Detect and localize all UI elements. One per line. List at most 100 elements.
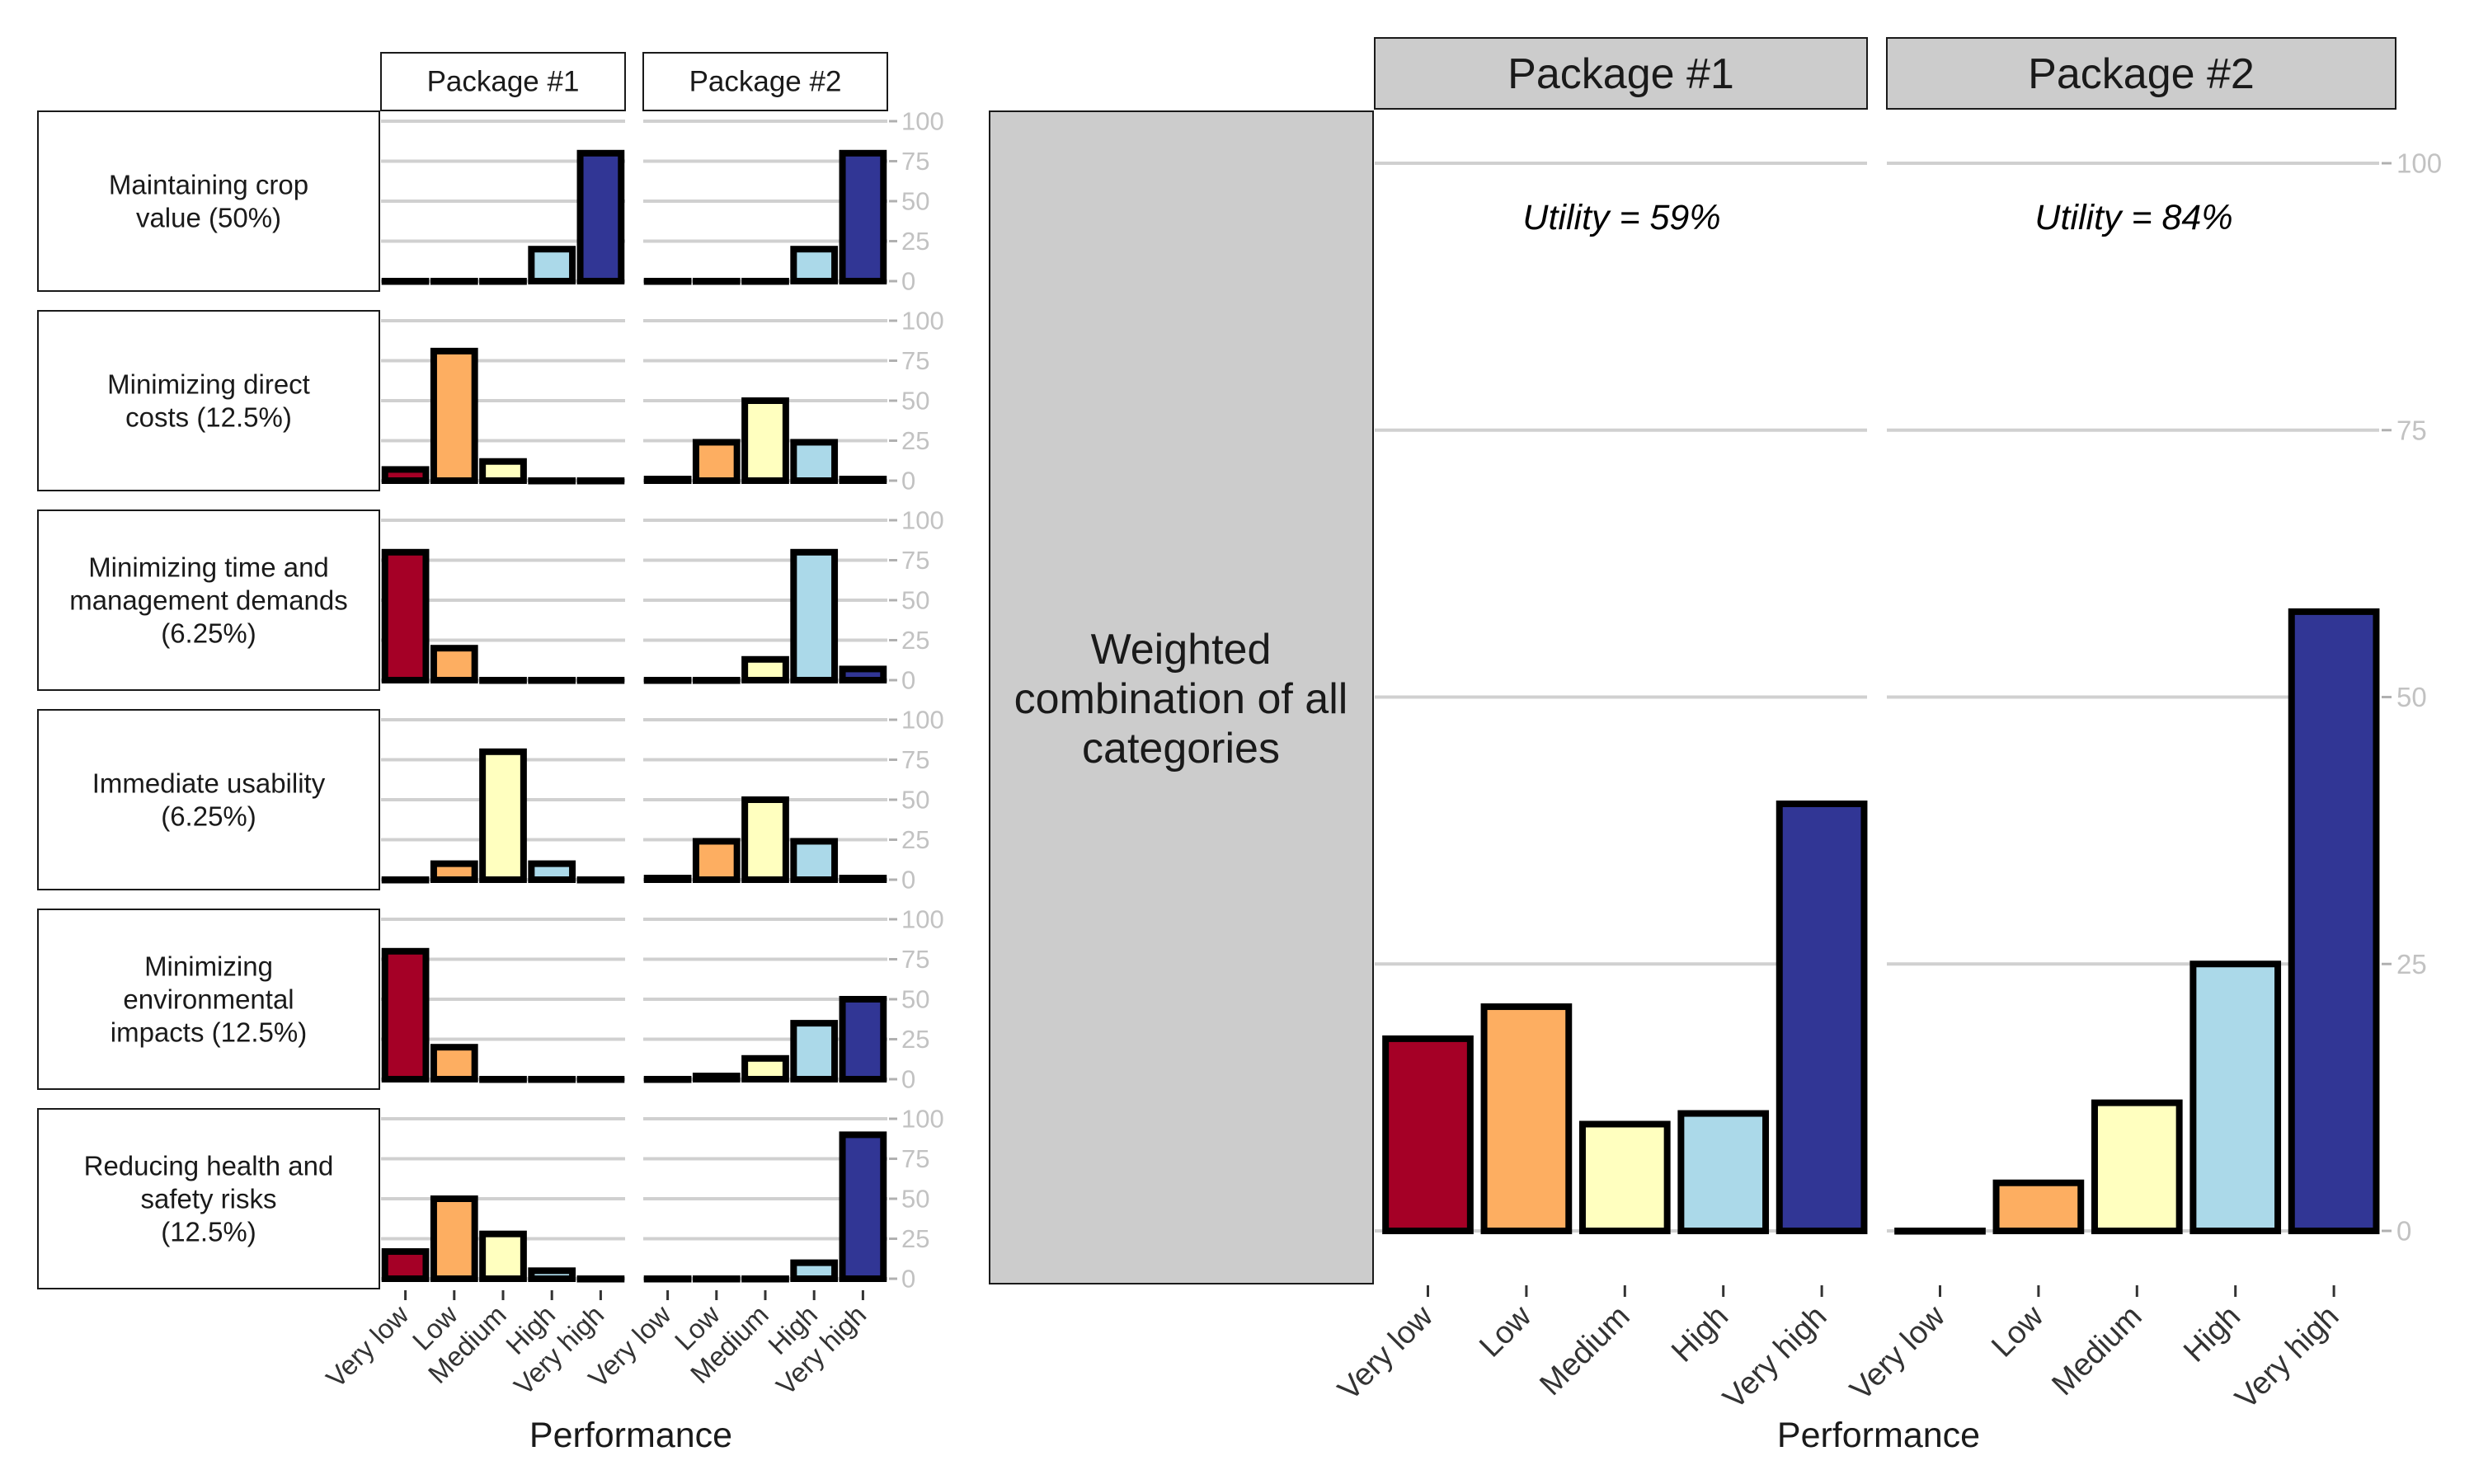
bar-medium	[741, 1275, 789, 1283]
bar-medium	[479, 278, 527, 285]
column-strip-label: Package #1	[427, 66, 580, 98]
big-x-tick-label-low: Low	[1473, 1298, 1538, 1364]
bar-high	[790, 1020, 839, 1082]
y-tick-label: 75	[901, 546, 929, 575]
y-tick-label: 50	[901, 985, 929, 1014]
big-y-tick-label: 25	[2396, 949, 2427, 979]
panel-r2-package1	[381, 319, 625, 485]
y-tick-label: 25	[901, 1025, 929, 1054]
weighted-label-line: Weighted	[1091, 626, 1272, 674]
big-x-tick-label-very-high: Very high	[2229, 1299, 2346, 1416]
bar-very-low	[643, 278, 692, 285]
panel-r1-package1	[381, 120, 625, 285]
row-label-line: (12.5%)	[161, 1217, 256, 1247]
y-tick-label: 50	[901, 786, 929, 815]
panel-r3-package2: 0 25 50 75 100	[643, 506, 944, 695]
bar-high	[790, 838, 839, 884]
big-bar-very-low	[1382, 1035, 1474, 1235]
big-y-tick-label: 50	[2396, 682, 2427, 712]
bar-medium	[479, 1076, 527, 1083]
bar-very-high	[839, 665, 887, 683]
y-tick-label: 100	[901, 307, 944, 336]
row-label-line: costs (12.5%)	[125, 402, 292, 433]
big-bar-low	[1480, 1003, 1573, 1235]
big-x-tick-label-high: High	[1665, 1299, 1735, 1369]
column-strip-2: Package #2	[642, 52, 888, 111]
column-strip-box	[642, 52, 888, 111]
bar-high	[528, 860, 576, 883]
big-y-tick-label: 100	[2396, 148, 2442, 179]
bar-high	[528, 246, 576, 285]
bar-very-high	[839, 476, 887, 484]
bar-high	[528, 1267, 576, 1283]
bar-medium	[479, 458, 527, 484]
bar-very-low	[643, 476, 692, 484]
row-label-line: management demands	[69, 585, 348, 616]
y-tick-label: 100	[901, 506, 944, 535]
row-label-line: environmental	[123, 984, 294, 1015]
row-strip-box	[37, 1108, 380, 1289]
big-bar-high	[1677, 1110, 1770, 1235]
utility-annotation: Utility = 84%	[2034, 198, 2232, 237]
x-axis-title-right: Performance	[1777, 1416, 1980, 1455]
row-label-line: (6.25%)	[161, 618, 256, 649]
column-strip-1: Package #1	[380, 52, 626, 111]
big-x-tick-label-low: Low	[1985, 1298, 2050, 1364]
big-bar-medium	[1578, 1120, 1671, 1234]
big-strip-label: Package #2	[2028, 50, 2255, 98]
row-label-line: safety risks	[140, 1184, 276, 1214]
row-label-line: (6.25%)	[161, 801, 256, 832]
bar-very-low	[381, 466, 430, 484]
bar-low	[430, 347, 478, 484]
panel-r4-package2: 0 25 50 75 100	[643, 706, 944, 895]
row-strip-box	[37, 110, 380, 292]
weighted-label-line: combination of all	[1014, 675, 1348, 723]
panel-r5-package2: 0 25 50 75 100	[643, 905, 944, 1094]
bar-very-high	[576, 677, 625, 684]
big-bar-very-high	[1776, 801, 1868, 1234]
bar-low	[692, 278, 741, 285]
big-bar-high	[2189, 960, 2282, 1234]
bar-very-low	[381, 876, 430, 884]
row-label-line: value (50%)	[136, 203, 281, 233]
bar-high	[790, 1259, 839, 1282]
bar-very-high	[576, 1076, 625, 1083]
bar-high	[528, 677, 576, 684]
weighted-label-line: categories	[1082, 725, 1280, 773]
bar-low	[430, 860, 478, 883]
row-strip-box	[37, 909, 380, 1090]
y-tick-label: 25	[901, 426, 929, 455]
big-x-tick-label-very-low: Very low	[1844, 1298, 1953, 1407]
panel-r5-package1	[381, 918, 625, 1083]
bar-medium	[479, 1230, 527, 1283]
y-tick-label: 75	[901, 745, 929, 774]
big-strip-box	[1886, 37, 2396, 110]
weighted-strip-box	[989, 110, 1374, 1284]
bar-very-low	[643, 875, 692, 884]
bar-medium	[479, 748, 527, 883]
big-bar-very-high	[2288, 608, 2380, 1234]
bar-medium	[741, 796, 789, 883]
bar-very-low	[381, 548, 430, 683]
y-tick-label: 0	[901, 1265, 915, 1294]
bar-very-low	[381, 1248, 430, 1283]
big-bar-low	[1992, 1179, 2085, 1234]
row-label-line: Maintaining crop	[109, 170, 308, 200]
y-tick-label: 0	[901, 467, 915, 495]
panel-r4-package1	[381, 718, 625, 884]
panel-r1-package2: 0 25 50 75 100	[643, 107, 944, 296]
bar-high	[528, 1076, 576, 1083]
bar-medium	[741, 278, 789, 285]
bar-medium	[479, 677, 527, 684]
y-tick-label: 100	[901, 706, 944, 735]
bar-low	[692, 439, 741, 485]
big-x-tick-label-medium: Medium	[1533, 1299, 1636, 1402]
big-x-tick-label-very-high: Very high	[1717, 1299, 1834, 1416]
row-label-line: Minimizing	[144, 951, 273, 982]
bar-very-low	[643, 677, 692, 684]
bar-low	[692, 838, 741, 884]
